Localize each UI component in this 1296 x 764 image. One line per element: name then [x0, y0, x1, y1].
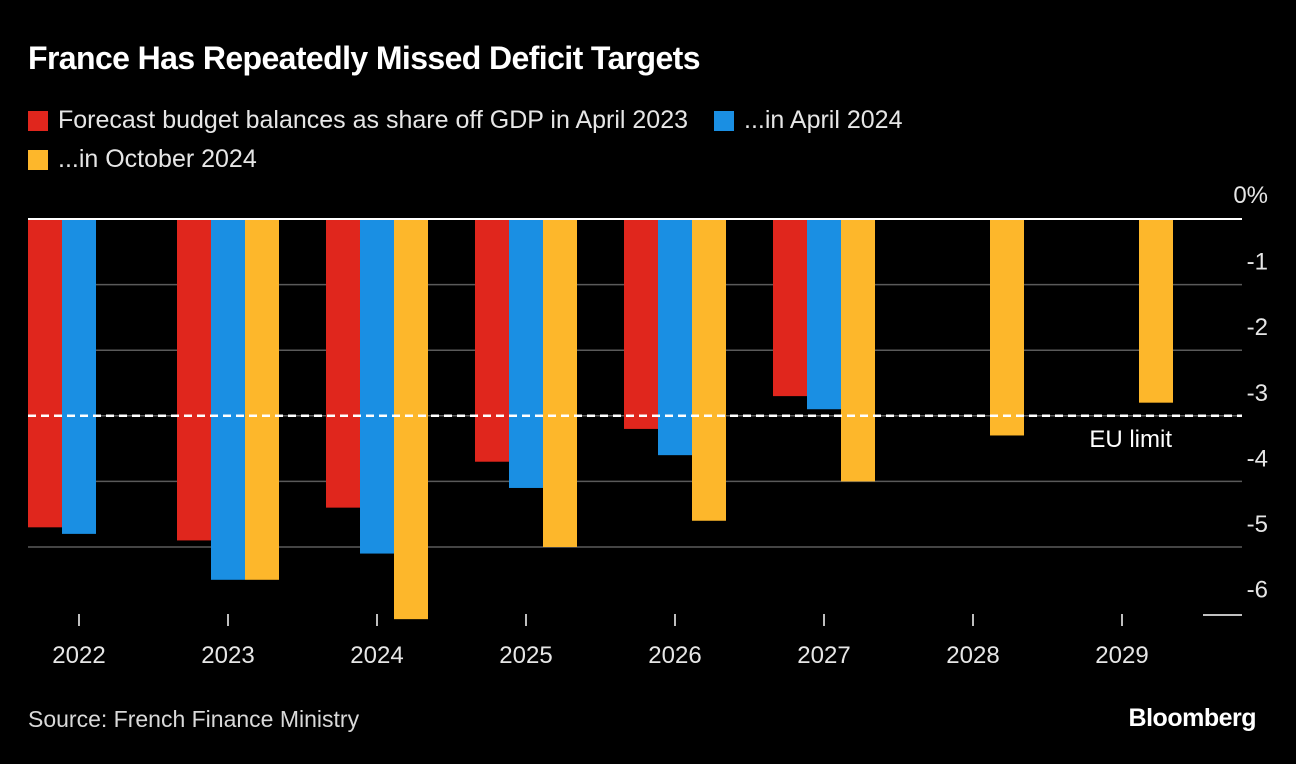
bar-april-2024-2025 [509, 219, 543, 488]
bar-april-2024-2024 [360, 219, 394, 554]
legend-label-october-2024: ...in October 2024 [58, 145, 257, 173]
legend-item-april-2023: Forecast budget balances as share off GD… [28, 106, 688, 135]
bar-april-2023-2022 [28, 219, 62, 528]
bar-april-2023-2024 [326, 219, 360, 508]
x-tick-label-2023: 2023 [201, 642, 254, 669]
bar-april-2023-2026 [624, 219, 658, 429]
x-tick-label-2026: 2026 [648, 642, 701, 669]
y-tick-label-4: -4 [1247, 445, 1268, 472]
x-tick-label-2028: 2028 [946, 642, 999, 669]
bar-october-2024-2026 [692, 219, 726, 521]
legend: Forecast budget balances as share off GD… [28, 106, 1228, 174]
source-note: Source: French Finance Ministry [28, 706, 360, 732]
bar-october-2024-2024 [394, 219, 428, 620]
legend-item-april-2024: ...in April 2024 [714, 106, 902, 135]
bar-october-2024-2025 [543, 219, 577, 547]
x-tick-label-2024: 2024 [350, 642, 403, 669]
bar-october-2024-2023 [245, 219, 279, 580]
legend-item-october-2024: ...in October 2024 [28, 145, 1228, 174]
y-tick-label-3: -3 [1247, 380, 1268, 407]
y-tick-label-5: -5 [1247, 511, 1268, 538]
x-tick-label-2029: 2029 [1095, 642, 1148, 669]
legend-swatch-october-2024 [28, 149, 48, 170]
y-tick-label-6: -6 [1247, 577, 1268, 604]
bar-october-2024-2027 [841, 219, 875, 482]
bar-april-2023-2027 [773, 219, 807, 397]
x-tick-label-2022: 2022 [52, 642, 105, 669]
legend-label-april-2023: Forecast budget balances as share off GD… [58, 106, 689, 134]
y-tick-label-0: 0% [1233, 182, 1268, 209]
bar-april-2024-2023 [211, 219, 245, 580]
y-tick-label-1: -1 [1247, 249, 1268, 276]
bar-april-2024-2022 [62, 219, 96, 534]
legend-swatch-april-2023 [28, 110, 48, 131]
chart-title: France Has Repeatedly Missed Deficit Tar… [28, 40, 701, 76]
legend-swatch-april-2024 [714, 110, 735, 131]
bar-april-2024-2026 [658, 219, 692, 456]
x-tick-label-2027: 2027 [797, 642, 850, 669]
bloomberg-logo: Bloomberg [1128, 704, 1257, 732]
y-tick-label-2: -2 [1247, 314, 1268, 341]
bar-october-2024-2029 [1139, 219, 1173, 403]
legend-label-april-2024: ...in April 2024 [744, 106, 903, 134]
bar-october-2024-2028 [990, 219, 1024, 436]
bar-april-2023-2023 [177, 219, 211, 541]
eu-limit-label: EU limit [1089, 426, 1172, 453]
bar-april-2024-2027 [807, 219, 841, 410]
bar-april-2023-2025 [475, 219, 509, 462]
x-tick-label-2025: 2025 [499, 642, 552, 669]
